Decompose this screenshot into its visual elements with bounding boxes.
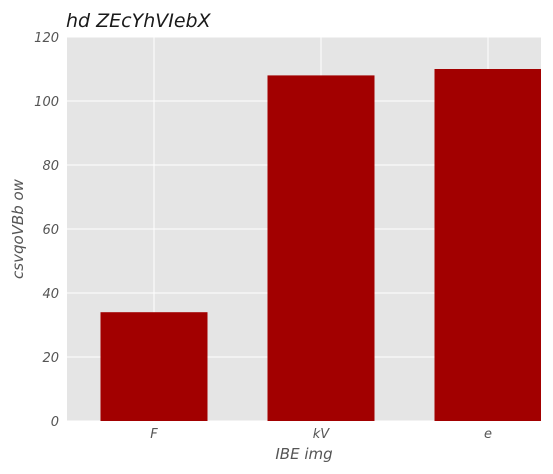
- x-tick-label: e: [484, 427, 492, 442]
- bars: [100, 69, 541, 422]
- bar: [100, 312, 208, 421]
- y-tick-label: 40: [42, 287, 59, 302]
- x-axis-label: IBE img: [275, 445, 332, 463]
- y-tick-label: 80: [42, 159, 59, 174]
- chart-title: hd ZEcYhVIebX: [66, 10, 212, 32]
- x-tick-label: F: [150, 427, 158, 442]
- x-tick-label: kV: [313, 427, 331, 442]
- y-tick-label: 0: [51, 415, 59, 430]
- y-tick-label: 60: [42, 223, 59, 238]
- y-tick-label: 120: [34, 31, 59, 46]
- bar: [267, 75, 375, 422]
- y-axis-label: csvqoVBb ow: [9, 178, 27, 279]
- y-tick-label: 20: [42, 351, 59, 366]
- y-axis-ticks: 0 20 40 60 80 100 120: [34, 31, 59, 430]
- y-tick-label: 100: [34, 95, 59, 110]
- bar: [434, 69, 541, 421]
